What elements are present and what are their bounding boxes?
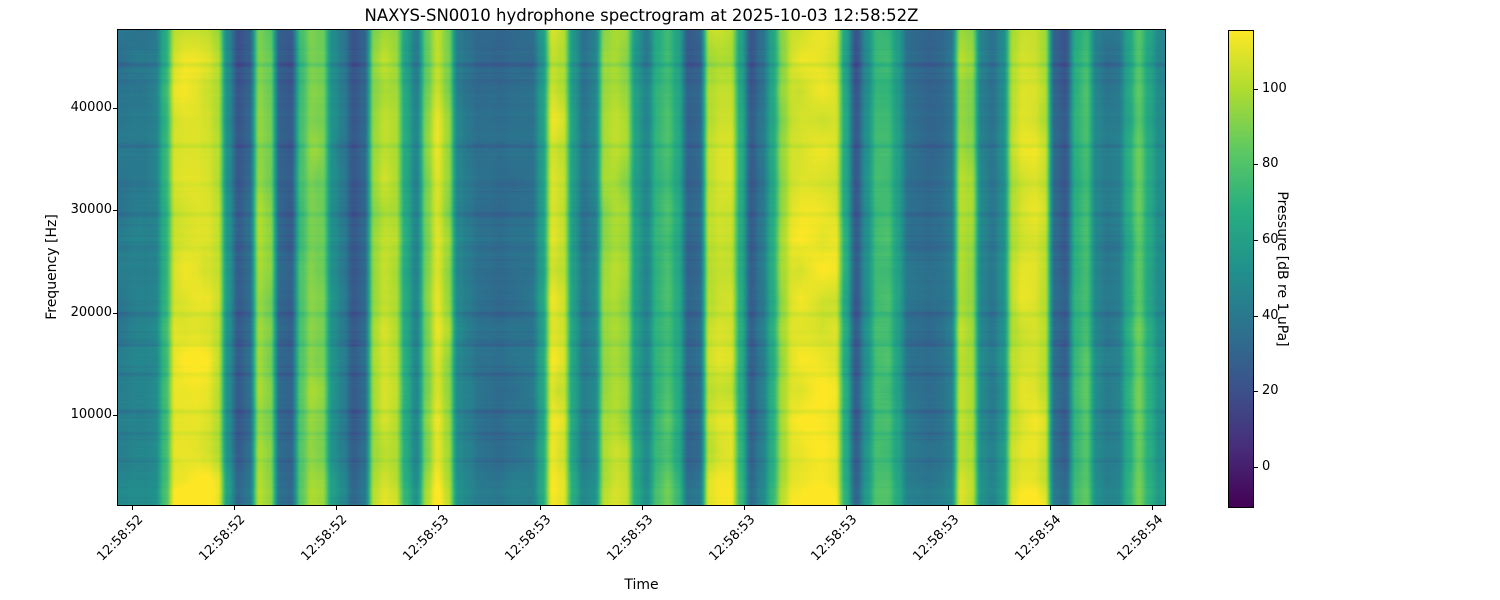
colorbar-tick-label: 100 (1262, 81, 1287, 96)
x-tickmark (336, 506, 337, 510)
y-tickmark (113, 210, 117, 211)
colorbar-tick-label: 0 (1262, 459, 1271, 474)
x-tickmark (948, 506, 949, 510)
y-tick-label: 10000 (70, 407, 112, 422)
x-tick-label: 12:58:53 (808, 512, 860, 565)
x-tick-label: 12:58:53 (706, 512, 758, 565)
x-tick-label: 12:58:53 (400, 512, 452, 565)
x-tick-label: 12:58:52 (298, 512, 350, 565)
x-tick-label: 12:58:52 (94, 512, 146, 565)
colorbar-tickmark (1254, 240, 1258, 241)
x-tick-label: 12:58:54 (1114, 512, 1166, 565)
y-tick-label: 20000 (70, 305, 112, 320)
chart-title: NAXYS-SN0010 hydrophone spectrogram at 2… (364, 6, 919, 25)
y-tick-label: 30000 (70, 202, 112, 217)
x-tickmark (846, 506, 847, 510)
x-tickmark (1152, 506, 1153, 510)
x-tickmark (1050, 506, 1051, 510)
x-tick-label: 12:58:52 (196, 512, 248, 565)
colorbar-tickmark (1254, 391, 1258, 392)
y-tickmark (113, 313, 117, 314)
colorbar-tick-label: 40 (1262, 308, 1279, 323)
y-tickmark (113, 108, 117, 109)
x-tickmark (438, 506, 439, 510)
x-tick-label: 12:58:53 (502, 512, 554, 565)
colorbar-tickmark (1254, 316, 1258, 317)
colorbar-tick-label: 60 (1262, 232, 1279, 247)
x-tickmark (234, 506, 235, 510)
x-tickmark (642, 506, 643, 510)
spectrogram-heatmap (118, 30, 1165, 505)
colorbar-tickmark (1254, 89, 1258, 90)
colorbar-gradient (1229, 31, 1253, 507)
x-tick-label: 12:58:53 (604, 512, 656, 565)
colorbar-label: Pressure [dB re 1 uPa] (1274, 191, 1290, 347)
x-tickmark (744, 506, 745, 510)
colorbar-tick-label: 80 (1262, 156, 1279, 171)
x-tickmark (132, 506, 133, 510)
y-tick-label: 40000 (70, 100, 112, 115)
colorbar-tickmark (1254, 467, 1258, 468)
x-tick-label: 12:58:53 (910, 512, 962, 565)
colorbar-tick-label: 20 (1262, 383, 1279, 398)
y-axis-label: Frequency [Hz] (44, 214, 60, 320)
x-tickmark (540, 506, 541, 510)
colorbar-tickmark (1254, 164, 1258, 165)
x-tick-label: 12:58:54 (1012, 512, 1064, 565)
y-tickmark (113, 415, 117, 416)
x-axis-label: Time (624, 577, 659, 593)
